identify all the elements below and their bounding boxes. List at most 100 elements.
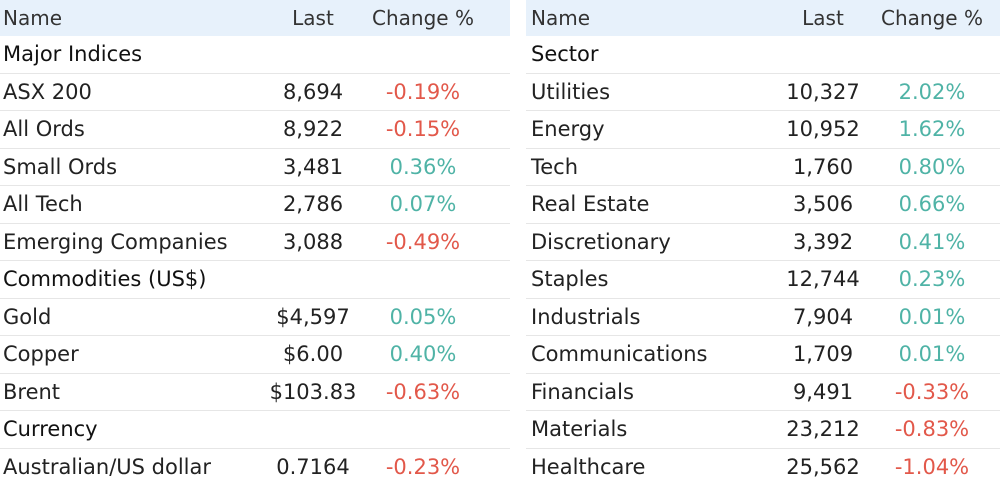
row-name: Materials — [526, 417, 774, 441]
row-change-percent: 0.40% — [363, 342, 483, 366]
row-last-value: 8,694 — [263, 80, 363, 104]
row-change-percent: -0.33% — [872, 380, 992, 404]
row-name: Energy — [526, 117, 774, 141]
row-name: Tech — [526, 155, 774, 179]
row-name: All Tech — [0, 192, 263, 216]
row-name: All Ords — [0, 117, 263, 141]
row-name: Gold — [0, 305, 263, 329]
row-name: Brent — [0, 380, 263, 404]
column-header-change: Change % — [872, 6, 992, 30]
row-change-percent: -1.04% — [872, 455, 992, 479]
table-row: Brent$103.83-0.63% — [0, 374, 510, 412]
row-last-value: 10,327 — [774, 80, 872, 104]
column-header-last: Last — [263, 6, 363, 30]
row-name: Copper — [0, 342, 263, 366]
row-last-value: 3,506 — [774, 192, 872, 216]
row-last-value: $6.00 — [263, 342, 363, 366]
row-change-percent: -0.63% — [363, 380, 483, 404]
row-name: Australian/US dollar — [0, 455, 263, 479]
section-header: Major Indices — [0, 36, 510, 74]
row-name: Industrials — [526, 305, 774, 329]
row-change-percent: 0.80% — [872, 155, 992, 179]
column-header-name: Name — [0, 6, 263, 30]
row-change-percent: 0.07% — [363, 192, 483, 216]
row-last-value: 25,562 — [774, 455, 872, 479]
row-change-percent: -0.19% — [363, 80, 483, 104]
row-change-percent: 0.66% — [872, 192, 992, 216]
section-title: Commodities (US$) — [0, 267, 207, 291]
row-change-percent: -0.83% — [872, 417, 992, 441]
row-name: Real Estate — [526, 192, 774, 216]
section-title: Major Indices — [0, 42, 142, 66]
row-last-value: 8,922 — [263, 117, 363, 141]
row-name: ASX 200 — [0, 80, 263, 104]
row-last-value: 2,786 — [263, 192, 363, 216]
row-name: Financials — [526, 380, 774, 404]
row-change-percent: -0.23% — [363, 455, 483, 479]
row-last-value: 3,481 — [263, 155, 363, 179]
row-last-value: 3,392 — [774, 230, 872, 254]
row-last-value: 3,088 — [263, 230, 363, 254]
row-name: Discretionary — [526, 230, 774, 254]
section-header: Commodities (US$) — [0, 261, 510, 299]
section-header: Currency — [0, 411, 510, 449]
right-table-header: Name Last Change % — [526, 0, 1000, 36]
row-change-percent: 0.41% — [872, 230, 992, 254]
row-last-value: 1,709 — [774, 342, 872, 366]
row-name: Healthcare — [526, 455, 774, 479]
row-last-value: 9,491 — [774, 380, 872, 404]
row-last-value: 7,904 — [774, 305, 872, 329]
row-last-value: 23,212 — [774, 417, 872, 441]
column-header-name: Name — [526, 6, 774, 30]
row-last-value: 10,952 — [774, 117, 872, 141]
row-change-percent: 0.23% — [872, 267, 992, 291]
row-name: Emerging Companies — [0, 230, 263, 254]
row-last-value: $103.83 — [263, 380, 363, 404]
left-table-header: Name Last Change % — [0, 0, 510, 36]
section-header: Sector — [526, 36, 1000, 74]
row-change-percent: 0.05% — [363, 305, 483, 329]
row-last-value: 0.7164 — [263, 455, 363, 479]
column-header-last: Last — [774, 6, 872, 30]
row-change-percent: 0.36% — [363, 155, 483, 179]
row-change-percent: -0.49% — [363, 230, 483, 254]
row-change-percent: 0.01% — [872, 305, 992, 329]
row-last-value: $4,597 — [263, 305, 363, 329]
row-name: Communications — [526, 342, 774, 366]
row-change-percent: 2.02% — [872, 80, 992, 104]
row-name: Small Ords — [0, 155, 263, 179]
row-change-percent: 1.62% — [872, 117, 992, 141]
row-change-percent: 0.01% — [872, 342, 992, 366]
row-name: Utilities — [526, 80, 774, 104]
row-last-value: 12,744 — [774, 267, 872, 291]
row-last-value: 1,760 — [774, 155, 872, 179]
column-header-change: Change % — [363, 6, 483, 30]
row-change-percent: -0.15% — [363, 117, 483, 141]
section-title: Currency — [0, 417, 98, 441]
row-name: Staples — [526, 267, 774, 291]
section-title: Sector — [526, 42, 599, 66]
